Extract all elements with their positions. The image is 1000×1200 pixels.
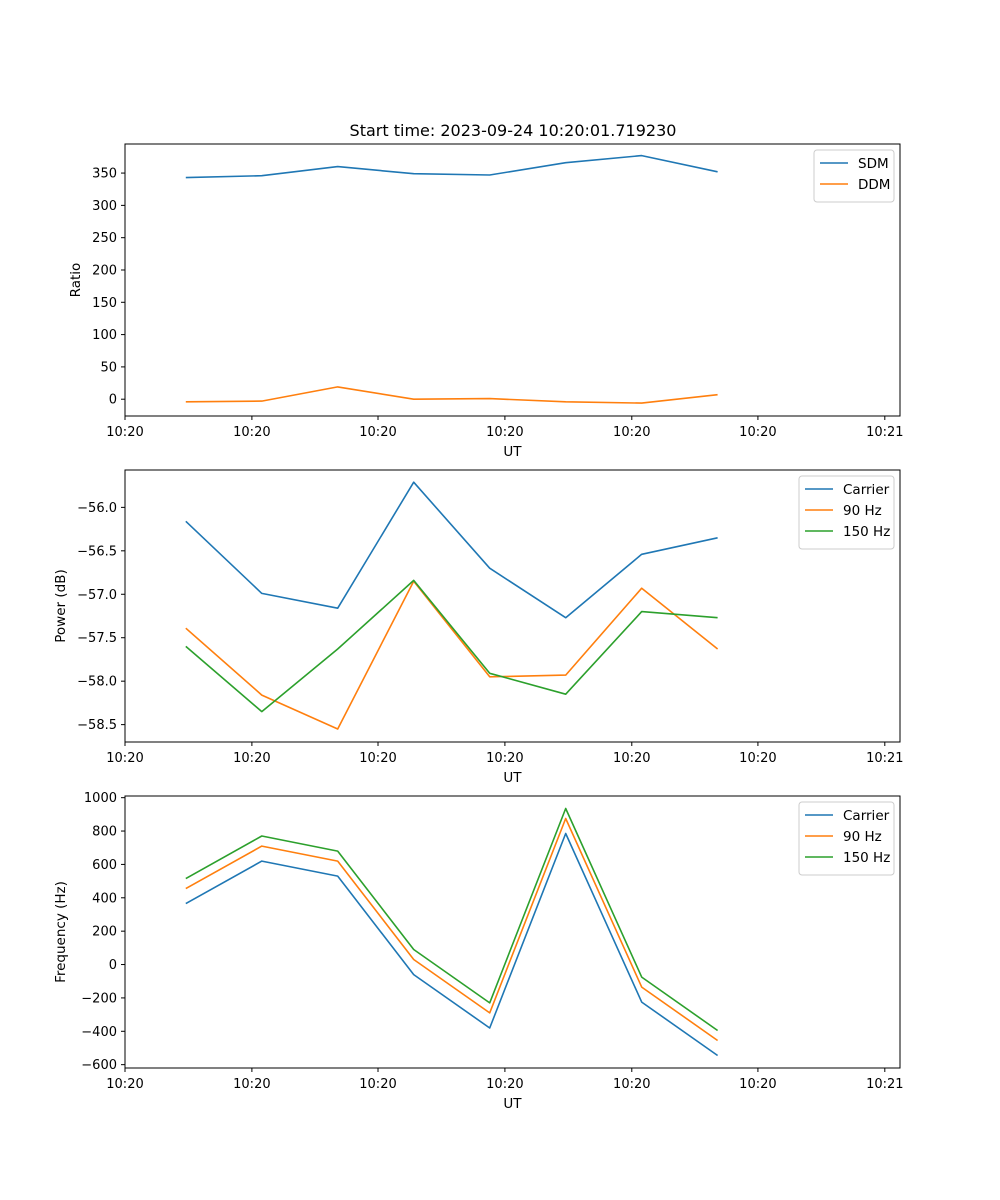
y-tick-label: 1000 <box>84 791 117 806</box>
y-tick-label: −58.5 <box>77 718 117 733</box>
x-tick-label: 10:21 <box>866 751 903 766</box>
y-tick-label: 250 <box>92 231 117 246</box>
x-tick-label: 10:20 <box>486 1077 523 1092</box>
y-tick-label: 150 <box>92 296 117 311</box>
x-tick-label: 10:20 <box>486 425 523 440</box>
series-line-150-hz <box>185 579 718 713</box>
y-axis-label: Ratio <box>68 263 84 298</box>
x-tick-label: 10:20 <box>359 1077 396 1092</box>
y-tick-label: −400 <box>81 1025 117 1040</box>
series-line-90-hz <box>185 817 719 1042</box>
x-tick-label: 10:20 <box>233 751 270 766</box>
legend-label: SDM <box>858 156 889 172</box>
series-line-carrier <box>185 481 718 619</box>
legend-label: 150 Hz <box>843 850 890 866</box>
x-tick-label: 10:20 <box>739 425 776 440</box>
y-tick-label: −56.0 <box>77 501 117 516</box>
y-axis-label: Frequency (Hz) <box>53 881 69 983</box>
y-tick-label: 600 <box>92 858 117 873</box>
y-tick-label: 200 <box>92 263 117 278</box>
axes-frame <box>124 795 901 1069</box>
x-tick-label: 10:20 <box>106 751 143 766</box>
chart-title: Start time: 2023-09-24 10:20:01.719230 <box>350 121 677 140</box>
y-tick-label: 200 <box>92 925 117 940</box>
y-tick-label: 0 <box>109 393 117 408</box>
ratio-panel: 10:20 10:20 10:20 10:20 10:20 10:20 10:21 0 50 10… <box>68 143 904 460</box>
x-tick-label: 10:20 <box>359 425 396 440</box>
legend-label: 90 Hz <box>843 503 882 519</box>
power-panel: 10:20 10:20 10:20 10:20 10:20 10:20 10:21 −58.5… <box>53 469 904 786</box>
y-tick-label: 100 <box>92 328 117 343</box>
legend-label: Carrier <box>843 482 890 498</box>
y-tick-label: −200 <box>81 991 117 1006</box>
y-tick-label: −57.5 <box>77 631 117 646</box>
axes-frame <box>124 469 901 743</box>
x-tick-label: 10:21 <box>866 425 903 440</box>
y-tick-label: −57.0 <box>77 588 117 603</box>
x-tick-label: 10:20 <box>739 751 776 766</box>
x-tick-label: 10:20 <box>613 1077 650 1092</box>
legend-label: DDM <box>858 177 890 193</box>
x-tick-label: 10:20 <box>106 1077 143 1092</box>
x-tick-label: 10:20 <box>233 425 270 440</box>
y-tick-label: −600 <box>81 1058 117 1073</box>
series-line-ddm <box>185 386 718 404</box>
x-tick-label: 10:20 <box>486 751 523 766</box>
x-tick-label: 10:20 <box>613 425 650 440</box>
x-axis-label: UT <box>503 444 522 460</box>
x-tick-label: 10:20 <box>106 425 143 440</box>
x-axis-label: UT <box>503 1096 522 1112</box>
x-tick-label: 10:20 <box>613 751 650 766</box>
y-axis-label: Power (dB) <box>53 569 69 642</box>
x-axis-label: UT <box>503 770 522 786</box>
x-tick-label: 10:20 <box>739 1077 776 1092</box>
y-tick-label: −56.5 <box>77 544 117 559</box>
frequency-panel: 10:20 10:20 10:20 10:20 10:20 10:20 10:21 −600 −… <box>53 791 904 1112</box>
y-tick-label: 350 <box>92 167 117 182</box>
y-tick-label: −58.0 <box>77 675 117 690</box>
x-tick-label: 10:20 <box>233 1077 270 1092</box>
y-tick-label: 400 <box>92 891 117 906</box>
series-line-90-hz <box>185 580 719 730</box>
legend-label: 150 Hz <box>843 524 890 540</box>
x-tick-label: 10:21 <box>866 1077 903 1092</box>
y-tick-label: 0 <box>109 958 117 973</box>
series-line-sdm <box>185 154 718 179</box>
legend-label: Carrier <box>843 808 890 824</box>
y-tick-label: 50 <box>100 360 117 375</box>
x-tick-label: 10:20 <box>359 751 396 766</box>
y-tick-label: 800 <box>92 825 117 840</box>
series-line-150-hz <box>185 807 719 1032</box>
y-tick-label: 300 <box>92 199 117 214</box>
series-line-carrier <box>185 832 719 1057</box>
legend-label: 90 Hz <box>843 829 882 845</box>
axes-frame <box>124 143 901 417</box>
